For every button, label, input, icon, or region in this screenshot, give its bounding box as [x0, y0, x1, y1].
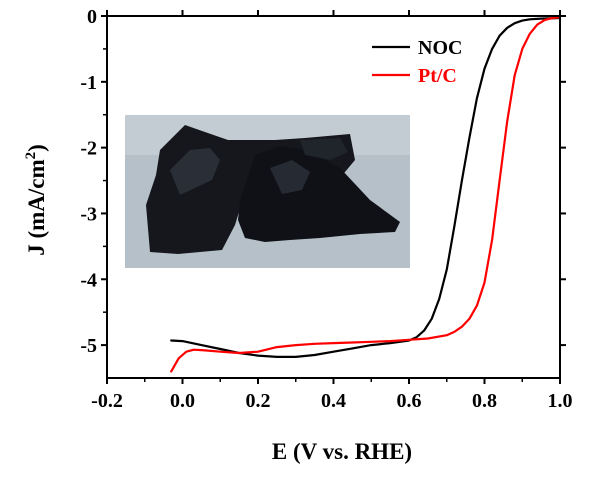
y-tick-label: -5	[80, 335, 97, 357]
x-tick-label: 1.0	[548, 390, 573, 412]
y-tick-label: -1	[80, 72, 97, 94]
y-tick-label: -3	[80, 203, 97, 225]
x-tick-label: 0.0	[170, 390, 195, 412]
x-tick-label: -0.2	[91, 390, 123, 412]
inset-photo	[125, 115, 410, 268]
y-axis-title: J (mA/cm2)	[23, 144, 49, 256]
y-tick-label: -2	[80, 138, 97, 160]
legend: NOC Pt/C	[372, 37, 462, 87]
x-tick-label: 0.8	[472, 390, 497, 412]
y-axis-title-main: J (mA/cm	[24, 159, 49, 255]
y-axis-title-close: )	[24, 144, 49, 152]
y-tick-label: -4	[80, 269, 97, 291]
series-line-noc	[170, 16, 562, 358]
y-axis-title-superscript: 2	[23, 152, 39, 160]
series-line-ptc	[170, 16, 562, 373]
legend-label-noc: NOC	[418, 37, 462, 59]
x-tick-label: 0.4	[321, 390, 346, 412]
x-axis-title: E (V vs. RHE)	[272, 439, 412, 464]
legend-label-ptc: Pt/C	[418, 65, 457, 87]
x-tick-label: 0.6	[397, 390, 422, 412]
x-tick-label: 0.2	[246, 390, 271, 412]
y-tick-label: 0	[87, 6, 97, 28]
